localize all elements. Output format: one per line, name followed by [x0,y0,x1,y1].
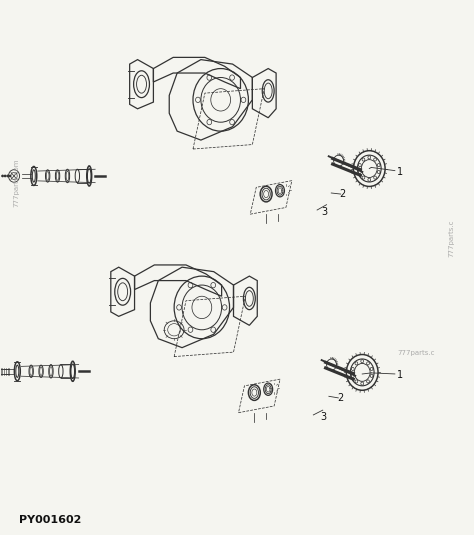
Text: 777parts.c: 777parts.c [397,350,435,356]
Text: 1: 1 [397,167,402,177]
Text: 777parts.com: 777parts.com [13,158,19,207]
Text: 2: 2 [337,393,344,403]
Circle shape [2,175,3,177]
Text: 3: 3 [321,207,327,217]
Text: 1: 1 [397,370,402,380]
Text: 777parts.c: 777parts.c [448,219,455,257]
Circle shape [5,175,6,177]
Text: 2: 2 [339,189,346,199]
Circle shape [0,175,1,177]
Circle shape [9,175,10,177]
Text: PY001602: PY001602 [19,515,82,525]
Circle shape [7,175,8,177]
Text: 3: 3 [320,411,326,422]
